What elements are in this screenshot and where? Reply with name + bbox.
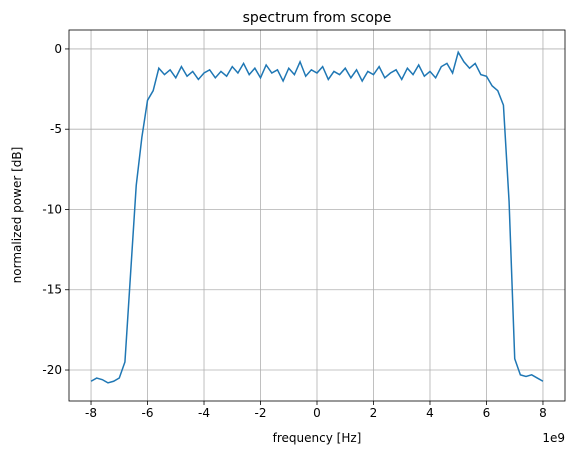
x-tick-label: 2 [370,406,378,420]
y-tick-label: -5 [50,122,62,136]
x-tick-label: -2 [255,406,267,420]
y-tick-label: -20 [42,363,62,377]
x-tick-label: -6 [142,406,154,420]
x-offset-label: 1e9 [542,431,565,445]
y-tick-label: -10 [42,202,62,216]
x-tick-label: -4 [198,406,210,420]
plot-frame [68,29,566,402]
x-axis-label: frequency [Hz] [273,431,362,445]
chart-title: spectrum from scope [243,10,392,26]
x-tick-label: -8 [85,406,97,420]
x-tick-label: 6 [483,406,491,420]
x-tick-label: 4 [426,406,434,420]
y-tick-label: -15 [42,283,62,297]
data-line [90,50,544,384]
y-tick-label: 0 [54,42,62,56]
y-axis-label: normalized power [dB] [10,147,24,284]
x-tick-label: 0 [313,406,321,420]
x-tick-label: 8 [539,406,547,420]
